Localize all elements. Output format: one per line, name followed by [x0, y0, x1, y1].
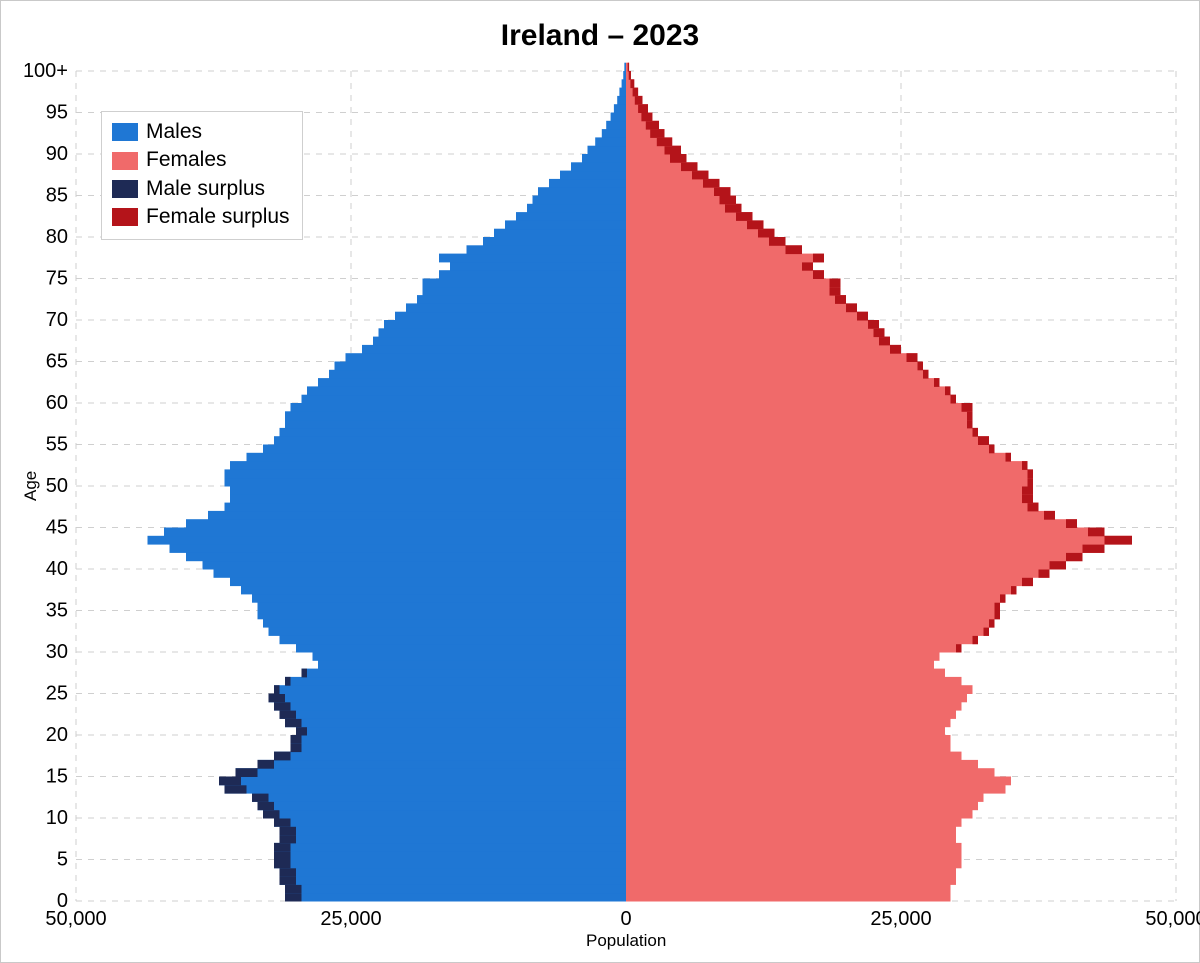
svg-text:50: 50	[46, 475, 68, 497]
svg-text:45: 45	[46, 517, 68, 539]
legend-item: Female surplus	[112, 203, 290, 231]
svg-text:95: 95	[46, 102, 68, 124]
svg-text:15: 15	[46, 766, 68, 788]
svg-text:40: 40	[46, 558, 68, 580]
y-axis-label: Age	[21, 471, 41, 501]
svg-text:70: 70	[46, 309, 68, 331]
svg-text:90: 90	[46, 143, 68, 165]
x-axis-label: Population	[586, 931, 666, 951]
svg-text:25,000: 25,000	[320, 908, 381, 930]
svg-text:50,000: 50,000	[45, 908, 106, 930]
svg-text:65: 65	[46, 351, 68, 373]
legend-box: MalesFemalesMale surplusFemale surplus	[101, 111, 303, 240]
svg-text:85: 85	[46, 185, 68, 207]
legend-swatch	[112, 180, 138, 198]
chart-frame: Ireland – 2023 50,00025,000025,00050,000…	[0, 0, 1200, 963]
legend-item: Females	[112, 146, 290, 174]
legend-item: Males	[112, 118, 290, 146]
legend-swatch	[112, 152, 138, 170]
legend-label: Male surplus	[146, 175, 265, 203]
svg-text:0: 0	[57, 890, 68, 912]
svg-text:25,000: 25,000	[870, 908, 931, 930]
svg-text:25: 25	[46, 683, 68, 705]
legend-swatch	[112, 123, 138, 141]
legend-swatch	[112, 208, 138, 226]
svg-text:50,000: 50,000	[1145, 908, 1200, 930]
legend-label: Female surplus	[146, 203, 290, 231]
svg-text:100+: 100+	[23, 60, 68, 82]
svg-text:20: 20	[46, 724, 68, 746]
svg-text:80: 80	[46, 226, 68, 248]
x-ticks: 50,000 25,000 0 25,000 50,000	[45, 908, 1200, 930]
svg-text:75: 75	[46, 268, 68, 290]
svg-text:0: 0	[620, 908, 631, 930]
svg-text:55: 55	[46, 434, 68, 456]
svg-text:10: 10	[46, 807, 68, 829]
svg-text:5: 5	[57, 849, 68, 871]
chart-title: Ireland – 2023	[1, 19, 1199, 53]
svg-text:60: 60	[46, 392, 68, 414]
svg-text:35: 35	[46, 600, 68, 622]
legend-item: Male surplus	[112, 175, 290, 203]
legend-label: Males	[146, 118, 202, 146]
svg-text:30: 30	[46, 641, 68, 663]
legend-label: Females	[146, 146, 227, 174]
